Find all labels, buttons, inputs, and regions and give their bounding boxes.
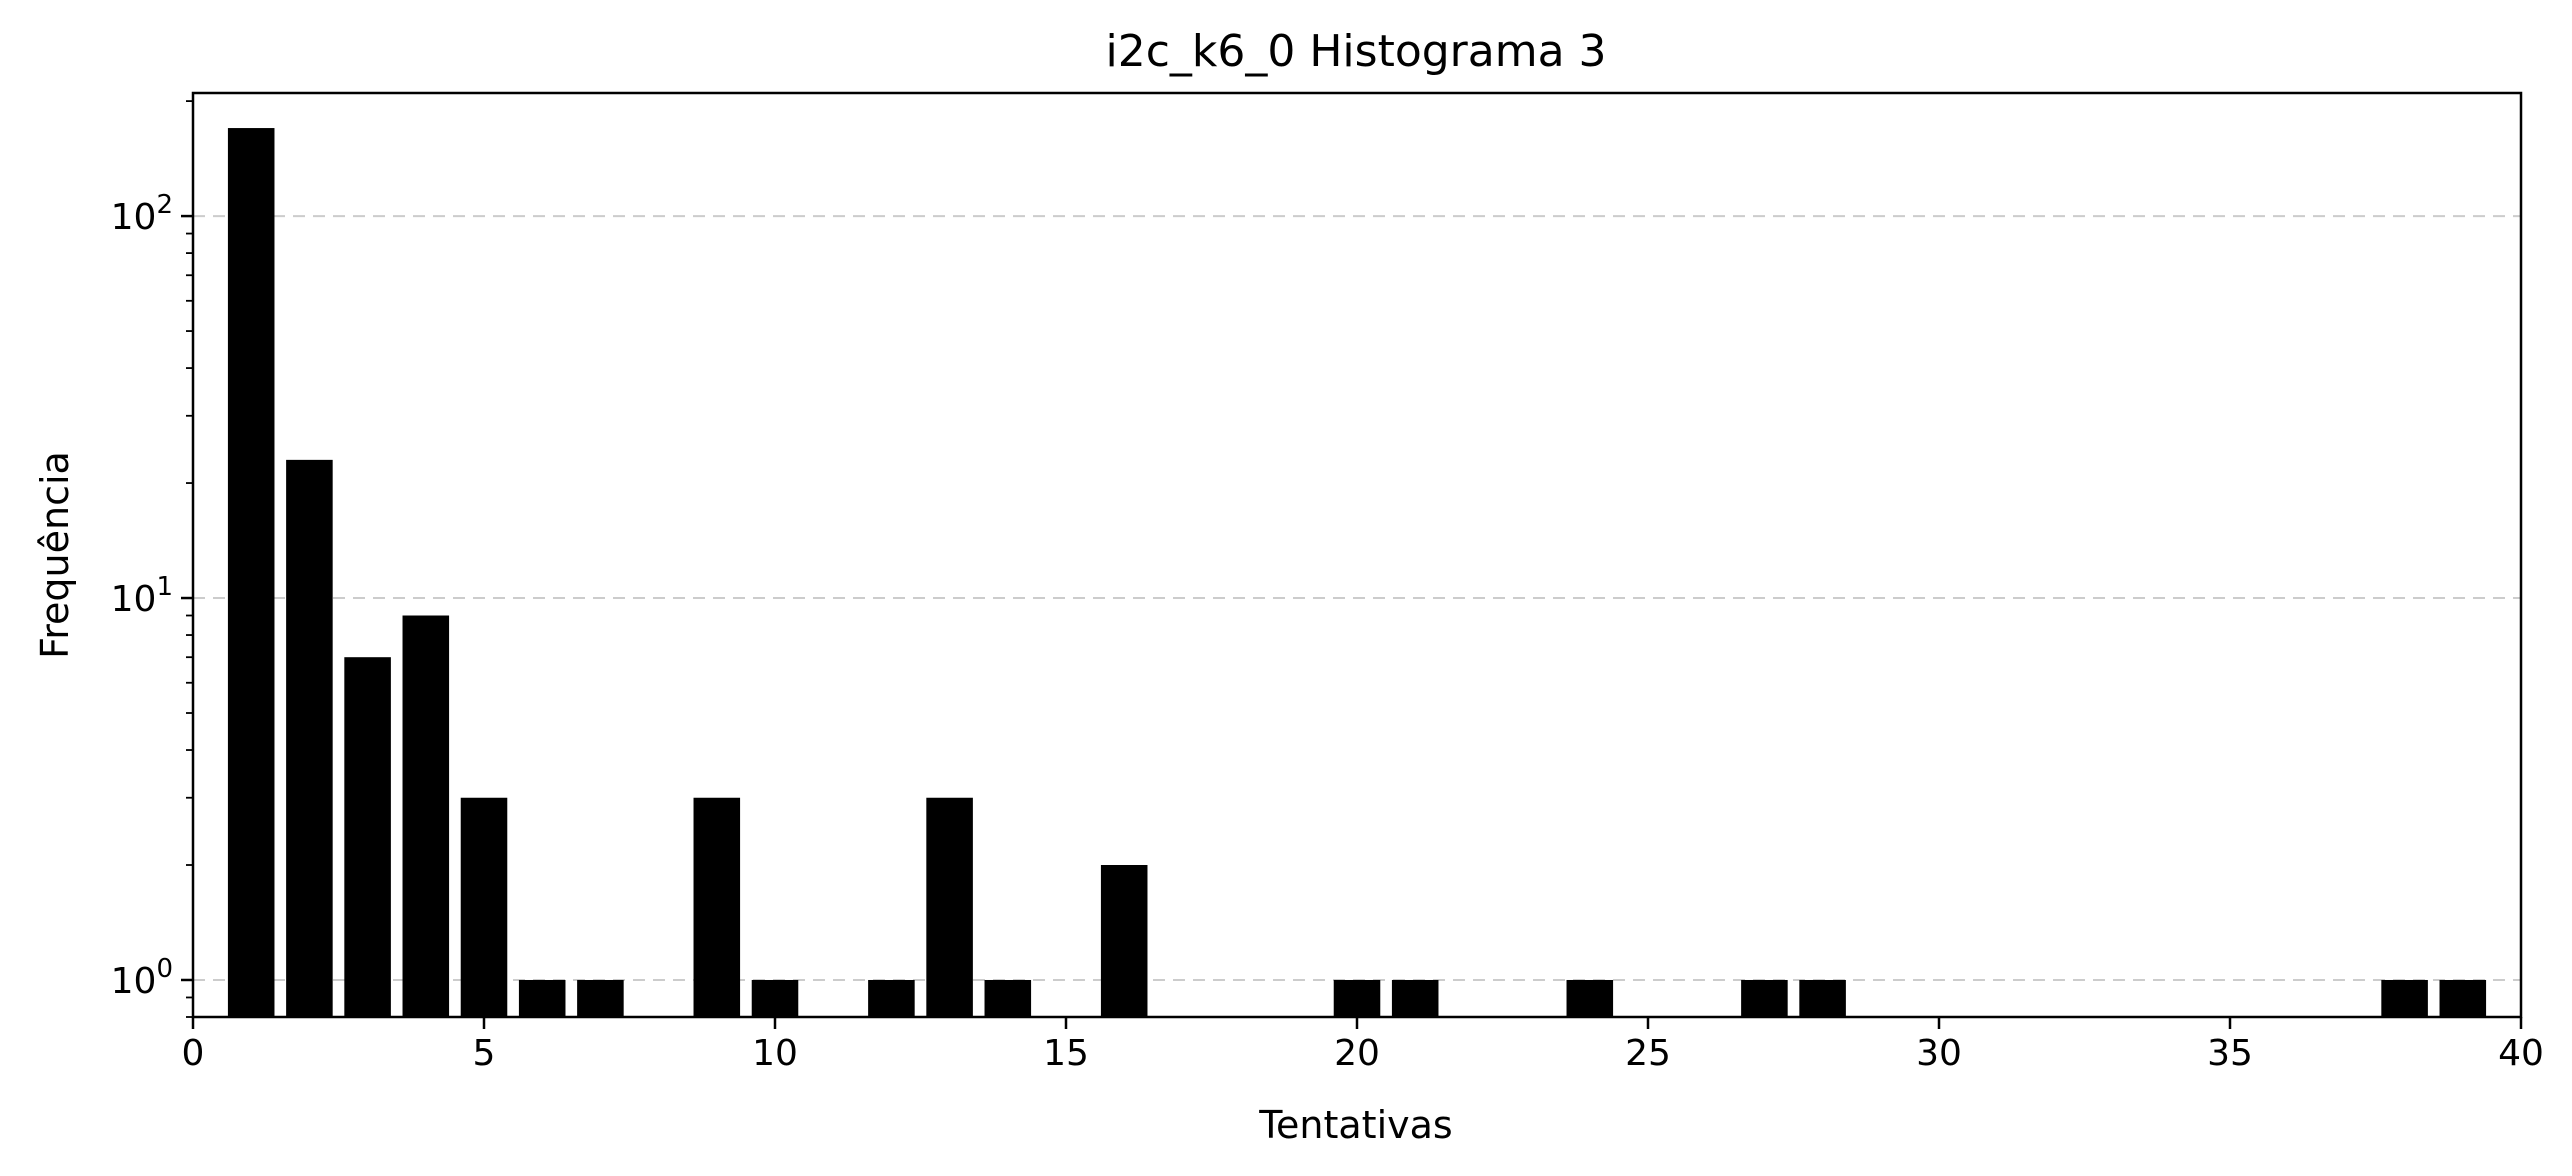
y-tick-label: 102 — [111, 190, 173, 238]
bar — [2439, 979, 2487, 1017]
bar — [1566, 979, 1614, 1017]
bar — [1333, 979, 1381, 1017]
x-axis-label: Tentativas — [1258, 1103, 1452, 1147]
x-tick-label: 35 — [2207, 1033, 2253, 1074]
chart-title: i2c_k6_0 Histograma 3 — [1105, 26, 1606, 77]
bar — [1391, 979, 1439, 1017]
x-tick-label: 0 — [182, 1033, 205, 1074]
bar — [286, 459, 333, 1017]
x-tick-label: 40 — [2498, 1033, 2544, 1074]
bar — [693, 797, 741, 1017]
bar — [926, 797, 973, 1017]
bar — [1799, 979, 1846, 1017]
x-tick-label: 30 — [1916, 1033, 1962, 1074]
bar — [984, 979, 1032, 1017]
bar — [1741, 979, 1788, 1017]
y-axis-label: Frequência — [33, 451, 77, 659]
bar — [227, 128, 275, 1017]
x-tick-label: 10 — [752, 1033, 798, 1074]
x-tick-label: 25 — [1625, 1033, 1671, 1074]
bar — [344, 657, 391, 1017]
x-tick-label: 15 — [1043, 1033, 1089, 1074]
bar — [577, 979, 624, 1017]
bar — [1100, 865, 1148, 1017]
bar — [2381, 979, 2428, 1017]
plot-frame — [191, 91, 2523, 1019]
bar — [751, 979, 799, 1017]
y-tick-label: 101 — [111, 572, 173, 620]
bars-layer — [227, 128, 2487, 1017]
x-tick-label: 20 — [1334, 1033, 1380, 1074]
bar — [460, 797, 508, 1017]
y-tick-label: 100 — [111, 954, 173, 1002]
x-ticks: 0 5 10 15 20 25 30 35 40 — [182, 1017, 2544, 1074]
bar — [868, 979, 915, 1017]
x-tick-label: 5 — [473, 1033, 496, 1074]
bar — [518, 979, 566, 1017]
bar — [402, 615, 450, 1017]
